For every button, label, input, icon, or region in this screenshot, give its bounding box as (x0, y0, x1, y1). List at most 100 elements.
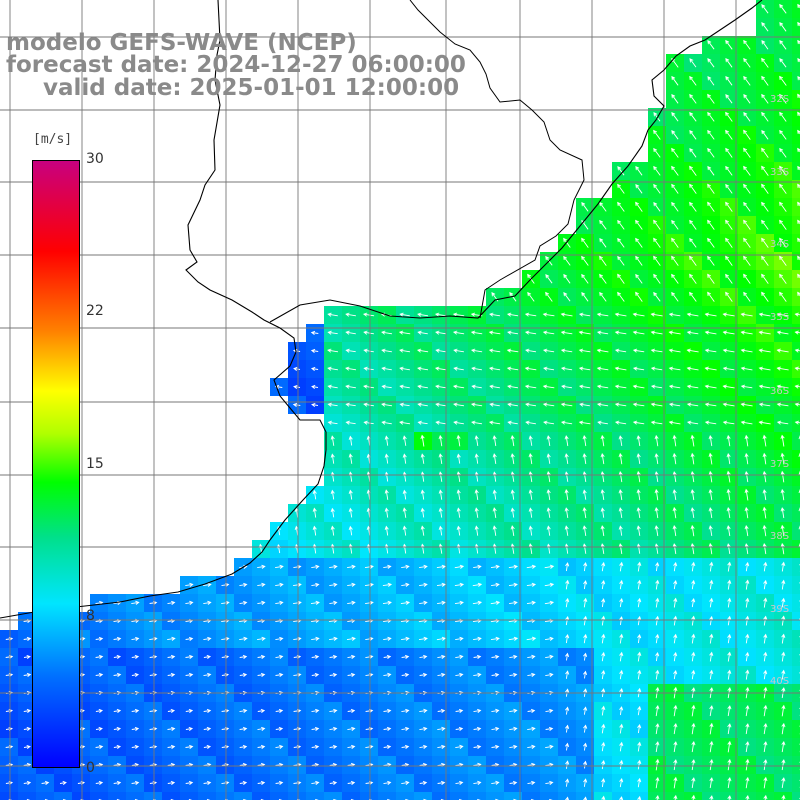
wind-arrow (776, 420, 789, 425)
wind-arrow (527, 291, 535, 302)
wind-arrow (583, 778, 588, 787)
wind-arrow (542, 312, 555, 317)
wind-arrow (545, 274, 553, 284)
wind-arrow (780, 488, 785, 501)
wind-arrow (637, 579, 642, 590)
wind-arrow (779, 165, 787, 176)
wind-arrow (776, 402, 789, 407)
wind-arrow (745, 651, 750, 662)
wind-arrow (438, 489, 443, 500)
wind-arrow (632, 312, 645, 317)
wind-arrow (545, 744, 554, 749)
wind-arrow (668, 348, 681, 353)
wind-arrow (758, 330, 771, 335)
wind-arrow (761, 237, 769, 248)
wind-arrow (329, 744, 338, 749)
wind-arrow (185, 600, 194, 605)
wind-arrow (383, 708, 392, 713)
wind-arrow (743, 93, 751, 104)
wind-arrow (761, 111, 769, 122)
wind-arrow (185, 708, 194, 713)
wind-cell (792, 270, 800, 288)
wind-arrow (402, 453, 407, 464)
wind-arrow (525, 420, 536, 425)
wind-arrow (509, 672, 518, 677)
wind-arrow (474, 507, 479, 518)
colorbar-tick-0: 0 (86, 760, 95, 776)
wind-arrow (221, 636, 230, 641)
wind-arrow (655, 597, 660, 608)
wind-arrow (546, 470, 551, 483)
wind-arrow (794, 366, 800, 371)
wind-arrow (637, 615, 642, 626)
wind-arrow (619, 616, 624, 626)
wind-arrow (726, 434, 731, 447)
wind-arrow (239, 726, 248, 731)
wind-arrow (329, 726, 338, 731)
wind-arrow (381, 366, 392, 371)
wind-arrow (419, 654, 428, 659)
wind-arrow (312, 525, 317, 536)
wind-arrow (347, 582, 356, 587)
wind-arrow (637, 561, 642, 572)
wind-arrow (617, 255, 625, 266)
wind-arrow (564, 471, 569, 482)
wind-arrow (614, 366, 627, 371)
wind-arrow (473, 672, 482, 677)
wind-arrow (525, 348, 537, 353)
wind-arrow (347, 744, 356, 749)
wind-arrow (399, 384, 410, 389)
wind-arrow (704, 348, 717, 353)
wind-cell (612, 792, 630, 800)
wind-arrow (454, 564, 465, 569)
wind-arrow (565, 633, 570, 644)
wind-arrow (239, 600, 248, 605)
wind-cell (54, 792, 72, 800)
wind-arrow (488, 348, 501, 353)
wind-arrow (653, 255, 661, 266)
wind-arrow (329, 582, 338, 587)
wind-arrow (453, 366, 464, 371)
wind-arrow (727, 651, 732, 662)
wind-arrow (546, 507, 551, 518)
wind-arrow (686, 330, 699, 335)
wind-arrow (708, 434, 713, 447)
wind-cell (162, 792, 180, 800)
wind-arrow (417, 420, 428, 425)
wind-arrow (707, 129, 715, 140)
wind-arrow (311, 726, 320, 731)
wind-arrow (619, 597, 624, 608)
wind-arrow (635, 165, 643, 176)
wind-arrow (673, 704, 678, 717)
wind-arrow (798, 470, 800, 476)
wind-arrow (763, 794, 768, 800)
wind-arrow (489, 384, 500, 389)
wind-arrow (453, 348, 464, 353)
wind-arrow (668, 420, 681, 425)
wind-arrow (399, 420, 411, 425)
wind-arrow (780, 470, 785, 483)
wind-cell (792, 90, 800, 108)
wind-arrow (419, 708, 428, 713)
wind-arrow (635, 255, 643, 266)
wind-arrow (636, 470, 641, 483)
wind-arrow (637, 705, 642, 716)
wind-arrow (722, 312, 735, 317)
wind-arrow (23, 726, 32, 732)
wind-cell (540, 792, 558, 800)
wind-arrow (311, 654, 320, 659)
wind-arrow (632, 348, 645, 353)
wind-arrow (671, 75, 679, 86)
wind-arrow (725, 39, 733, 50)
wind-arrow (419, 600, 428, 605)
wind-arrow (401, 726, 410, 731)
wind-arrow (709, 777, 714, 789)
wind-arrow (690, 452, 695, 465)
wind-arrow (345, 420, 356, 425)
wind-arrow (528, 435, 533, 446)
wind-arrow (275, 708, 284, 713)
wind-arrow (596, 348, 609, 353)
wind-arrow (327, 330, 338, 335)
wind-cell (756, 792, 774, 800)
